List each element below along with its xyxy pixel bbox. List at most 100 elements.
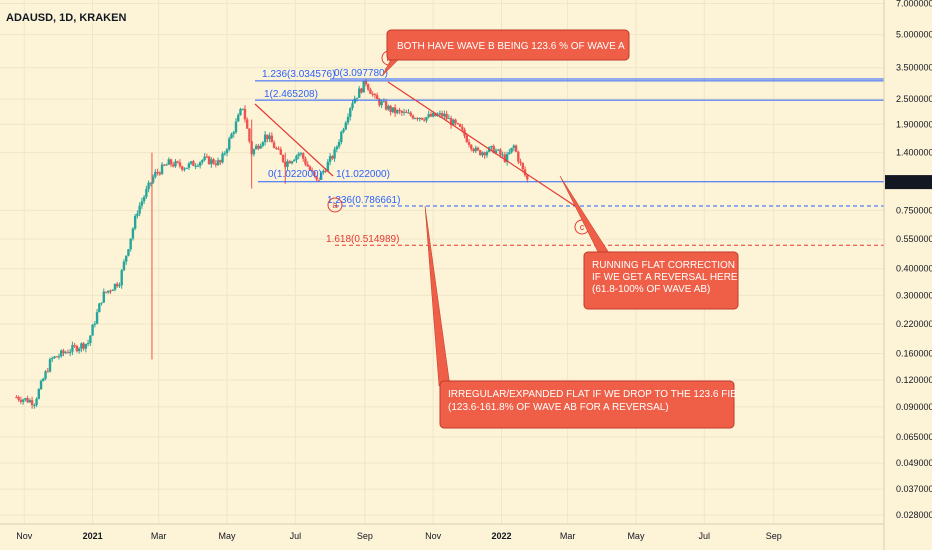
candle-body	[402, 111, 406, 113]
candle-body	[434, 112, 437, 117]
candle-body	[214, 163, 218, 166]
candle-body	[299, 153, 303, 155]
candle-body	[239, 109, 242, 115]
y-tick-label: 0.750000	[896, 205, 932, 215]
candle-body	[219, 160, 222, 163]
candle-body	[505, 154, 509, 162]
candle-body	[279, 149, 283, 155]
candle-body	[57, 356, 61, 358]
candle-body	[438, 113, 442, 115]
candle-body	[414, 118, 417, 120]
candle-body	[42, 378, 45, 381]
callout-text-line: IRREGULAR/EXPANDED FLAT IF WE DROP TO TH…	[448, 389, 737, 400]
candle-body	[183, 168, 186, 170]
candle-body	[293, 159, 296, 162]
y-tick-label: 0.090000	[896, 402, 932, 412]
candle-body	[189, 161, 193, 164]
candle-body	[82, 343, 85, 349]
candle-body	[514, 145, 518, 152]
candle-body	[26, 398, 29, 403]
candle-body	[288, 161, 291, 164]
candle-body	[476, 147, 480, 151]
candle-body	[275, 147, 278, 149]
candle-body	[245, 119, 249, 129]
candle-body	[315, 175, 318, 180]
candle-body	[207, 156, 211, 165]
candle-body	[257, 145, 260, 149]
candle-body	[142, 196, 146, 202]
fib-label: 1(1.022000)	[336, 169, 390, 180]
candle-body	[21, 399, 25, 402]
candle-body	[427, 114, 430, 118]
candle-body	[313, 171, 316, 176]
candle-body	[521, 162, 524, 170]
candle-body	[322, 170, 325, 173]
candle-body	[243, 108, 247, 120]
candle-body	[470, 144, 473, 150]
candle-body	[118, 285, 121, 287]
candle-body	[340, 131, 343, 143]
fib-label: 1.236(0.786661)	[327, 195, 400, 206]
candle-body	[411, 115, 415, 119]
candle-body	[24, 398, 27, 400]
candle-body	[270, 135, 274, 143]
candle-body	[194, 165, 197, 167]
candle-body	[181, 166, 184, 170]
candle-body	[355, 97, 359, 99]
candle-body	[124, 255, 128, 262]
candle-body	[138, 205, 141, 214]
candle-body	[358, 88, 361, 98]
candle-body	[91, 324, 94, 336]
candle-body	[151, 176, 155, 183]
candle-body	[158, 172, 162, 175]
candle-body	[508, 152, 511, 155]
candle-body	[221, 153, 224, 163]
candle-body	[113, 283, 117, 290]
candle-body	[216, 160, 220, 166]
candle-body	[268, 135, 271, 140]
candle-body	[73, 345, 76, 347]
candle-body	[431, 112, 435, 117]
candle-body	[302, 153, 305, 159]
candle-body	[185, 167, 188, 169]
candle-body	[364, 81, 368, 85]
callout-box-irregular	[439, 380, 735, 429]
y-tick-label: 0.160000	[896, 349, 932, 359]
candle-body	[467, 142, 471, 145]
candle-body	[68, 351, 72, 353]
y-tick-label: 3.500000	[896, 63, 932, 73]
candle-body	[149, 182, 153, 184]
y-tick-label: 0.049000	[896, 458, 932, 468]
callout-text: BOTH HAVE WAVE B BEING 123.6 % OF WAVE A	[397, 41, 625, 52]
candle-body	[472, 149, 475, 152]
candle-body	[351, 103, 354, 109]
candle-body	[387, 105, 390, 110]
candle-body	[369, 89, 372, 94]
candle-body	[51, 358, 54, 360]
candles-layer	[15, 79, 529, 409]
candle-body	[342, 129, 345, 132]
x-tick-label: Jul	[699, 531, 711, 541]
candle-body	[304, 158, 307, 165]
candle-body	[396, 110, 399, 114]
candle-body	[333, 149, 336, 159]
candle-body	[416, 118, 419, 120]
candle-body	[234, 121, 238, 133]
candle-body	[169, 159, 173, 165]
candle-body	[201, 159, 204, 163]
candle-body	[140, 201, 144, 206]
wave-a-line	[254, 103, 334, 177]
x-tick-label: Sep	[766, 531, 782, 541]
candle-body	[165, 164, 168, 166]
candle-body	[147, 182, 150, 190]
candle-body	[485, 151, 489, 156]
candle-body	[440, 113, 444, 117]
wave-c-line	[387, 81, 579, 209]
candle-body	[492, 145, 495, 154]
candle-body	[481, 152, 484, 156]
y-tick-label: 0.065000	[896, 432, 932, 442]
candle-body	[37, 389, 41, 399]
candle-body	[503, 154, 507, 162]
x-tick-label: May	[219, 531, 237, 541]
